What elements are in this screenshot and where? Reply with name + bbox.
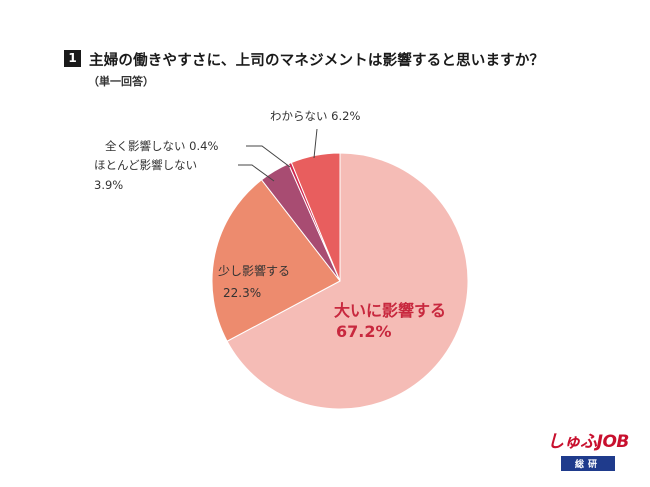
label-wakaranai: わからない 6.2% xyxy=(270,109,360,123)
pie-slices xyxy=(211,152,469,410)
logo-sub-text: 総研 xyxy=(560,456,615,471)
label-ooini-value: 67.2% xyxy=(336,322,392,341)
shufu-job-logo: しゅふJOB 総研 xyxy=(546,433,630,471)
leader-lines xyxy=(238,128,318,182)
label-mattaku: 全く影響しない 0.4% xyxy=(105,139,218,153)
question-number-badge: 1 xyxy=(64,50,81,67)
label-ooini-name: 大いに影響する xyxy=(334,301,446,320)
slice-ooini xyxy=(226,152,469,410)
slice-labels: 大いに影響する 67.2% 少し影響する 22.3% ほとんど影響しない 3.9… xyxy=(94,109,446,341)
label-sukoshi-name: 少し影響する xyxy=(218,263,290,278)
chart-subtitle: （単一回答） xyxy=(88,75,154,88)
leader-line-hotondo xyxy=(238,164,275,182)
leader-line-wakaranai xyxy=(313,128,318,159)
label-sukoshi-value: 22.3% xyxy=(223,286,261,300)
leader-line-mattaku xyxy=(246,145,291,168)
label-hotondo-value: 3.9% xyxy=(94,178,123,192)
label-hotondo-name: ほとんど影響しない xyxy=(94,158,197,172)
logo-main-text: しゅふJOB xyxy=(547,432,629,452)
slice-sukoshi xyxy=(211,179,341,342)
chart-title: 主婦の働きやすさに、上司のマネジメントは影響すると思いますか？ xyxy=(89,53,545,69)
slice-wakaranai xyxy=(290,152,341,282)
